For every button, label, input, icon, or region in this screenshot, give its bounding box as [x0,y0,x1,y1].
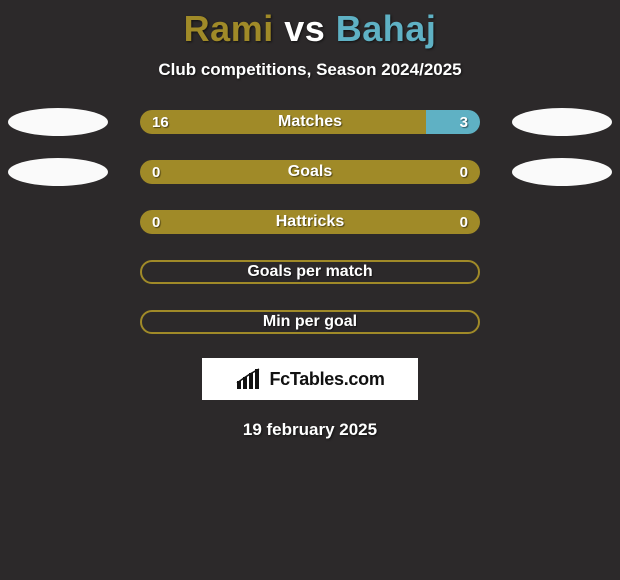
logo-text: FcTables.com [269,369,384,390]
stat-bar: Goals0 0 [140,160,480,184]
player2-name: Bahaj [336,8,437,49]
subtitle: Club competitions, Season 2024/2025 [0,60,620,80]
bars-icon [235,367,263,391]
stat-row: Matches16 3 [0,108,620,136]
comparison-title: Rami vs Bahaj [0,0,620,50]
stat-label: Matches [140,110,480,134]
stat-value-right: 0 [460,160,468,184]
player2-badge [512,158,612,186]
stat-row: Min per goal [0,308,620,336]
logo-box: FcTables.com [202,358,418,400]
stat-label: Min per goal [142,312,478,332]
stat-label: Goals [140,160,480,184]
stat-label: Hattricks [140,210,480,234]
player1-badge [8,108,108,136]
stat-row: Hattricks0 0 [0,208,620,236]
stat-label: Goals per match [142,262,478,282]
vs-text: vs [284,8,325,49]
player1-badge [8,158,108,186]
stat-bar: Hattricks0 0 [140,210,480,234]
stat-value-right: 0 [460,210,468,234]
stat-bar: Min per goal [140,310,480,334]
stat-value-left: 0 [152,160,160,184]
player1-name: Rami [184,8,274,49]
stat-value-left: 0 [152,210,160,234]
stat-row: Goals per match [0,258,620,286]
player2-badge [512,108,612,136]
stat-bar: Goals per match [140,260,480,284]
stat-value-right: 3 [460,110,468,134]
stat-bar: Matches16 3 [140,110,480,134]
date-text: 19 february 2025 [0,420,620,440]
stat-rows: Matches163Goals00Hattricks00Goals per ma… [0,108,620,336]
stat-value-left: 16 [152,110,169,134]
stat-row: Goals0 0 [0,158,620,186]
